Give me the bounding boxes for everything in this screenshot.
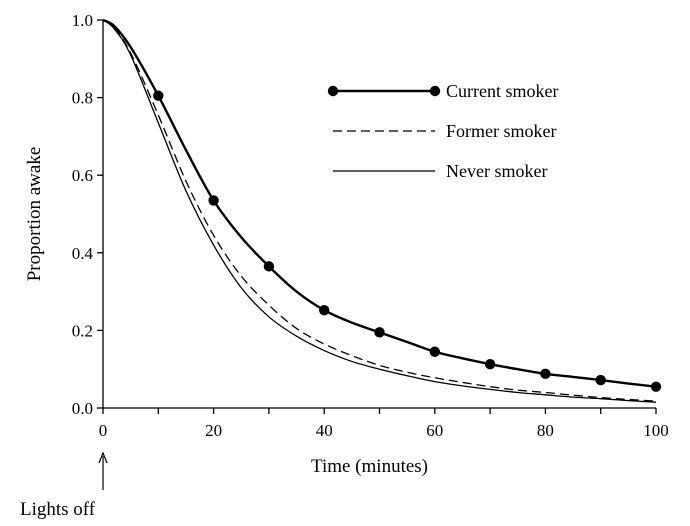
data-point-marker	[374, 327, 385, 338]
data-point-marker	[650, 381, 662, 392]
data-point-marker	[595, 374, 606, 386]
data-point-marker	[484, 358, 496, 370]
y-tick-label: 0.8	[72, 89, 93, 108]
series-line-never-smoker	[102, 19, 657, 403]
y-tick-label: 0.4	[72, 244, 94, 263]
series-line-former-smoker	[102, 19, 657, 402]
y-tick-label: 0.2	[72, 321, 93, 340]
data-point-marker	[263, 261, 275, 272]
legend-label: Former smoker	[446, 121, 556, 141]
y-tick-label: 0.0	[72, 399, 93, 418]
y-tick-label: 0.6	[72, 166, 93, 185]
series-line-current-smoker	[102, 18, 657, 388]
x-tick-label: 0	[99, 421, 108, 440]
legend-marker	[327, 85, 339, 97]
x-tick-label: 40	[316, 421, 333, 440]
data-point-marker	[429, 346, 440, 357]
legend-marker	[429, 85, 441, 97]
x-tick-label: 60	[426, 421, 443, 440]
x-tick-label: 80	[537, 421, 554, 440]
annotation-arrow-head	[98, 451, 108, 464]
legend-label: Current smoker	[446, 81, 558, 101]
lights-off-annotation: Lights off	[20, 499, 96, 520]
x-tick-label: 100	[643, 421, 669, 440]
y-tick-label: 1.0	[72, 11, 93, 30]
data-point-marker	[208, 195, 219, 206]
data-point-marker	[153, 90, 164, 101]
y-axis-title: Proportion awake	[24, 147, 45, 282]
data-point-marker	[319, 305, 330, 316]
x-tick-label: 20	[205, 421, 222, 440]
x-axis-title: Time (minutes)	[311, 456, 428, 477]
data-point-marker	[540, 368, 551, 380]
legend-label: Never smoker	[446, 161, 547, 181]
